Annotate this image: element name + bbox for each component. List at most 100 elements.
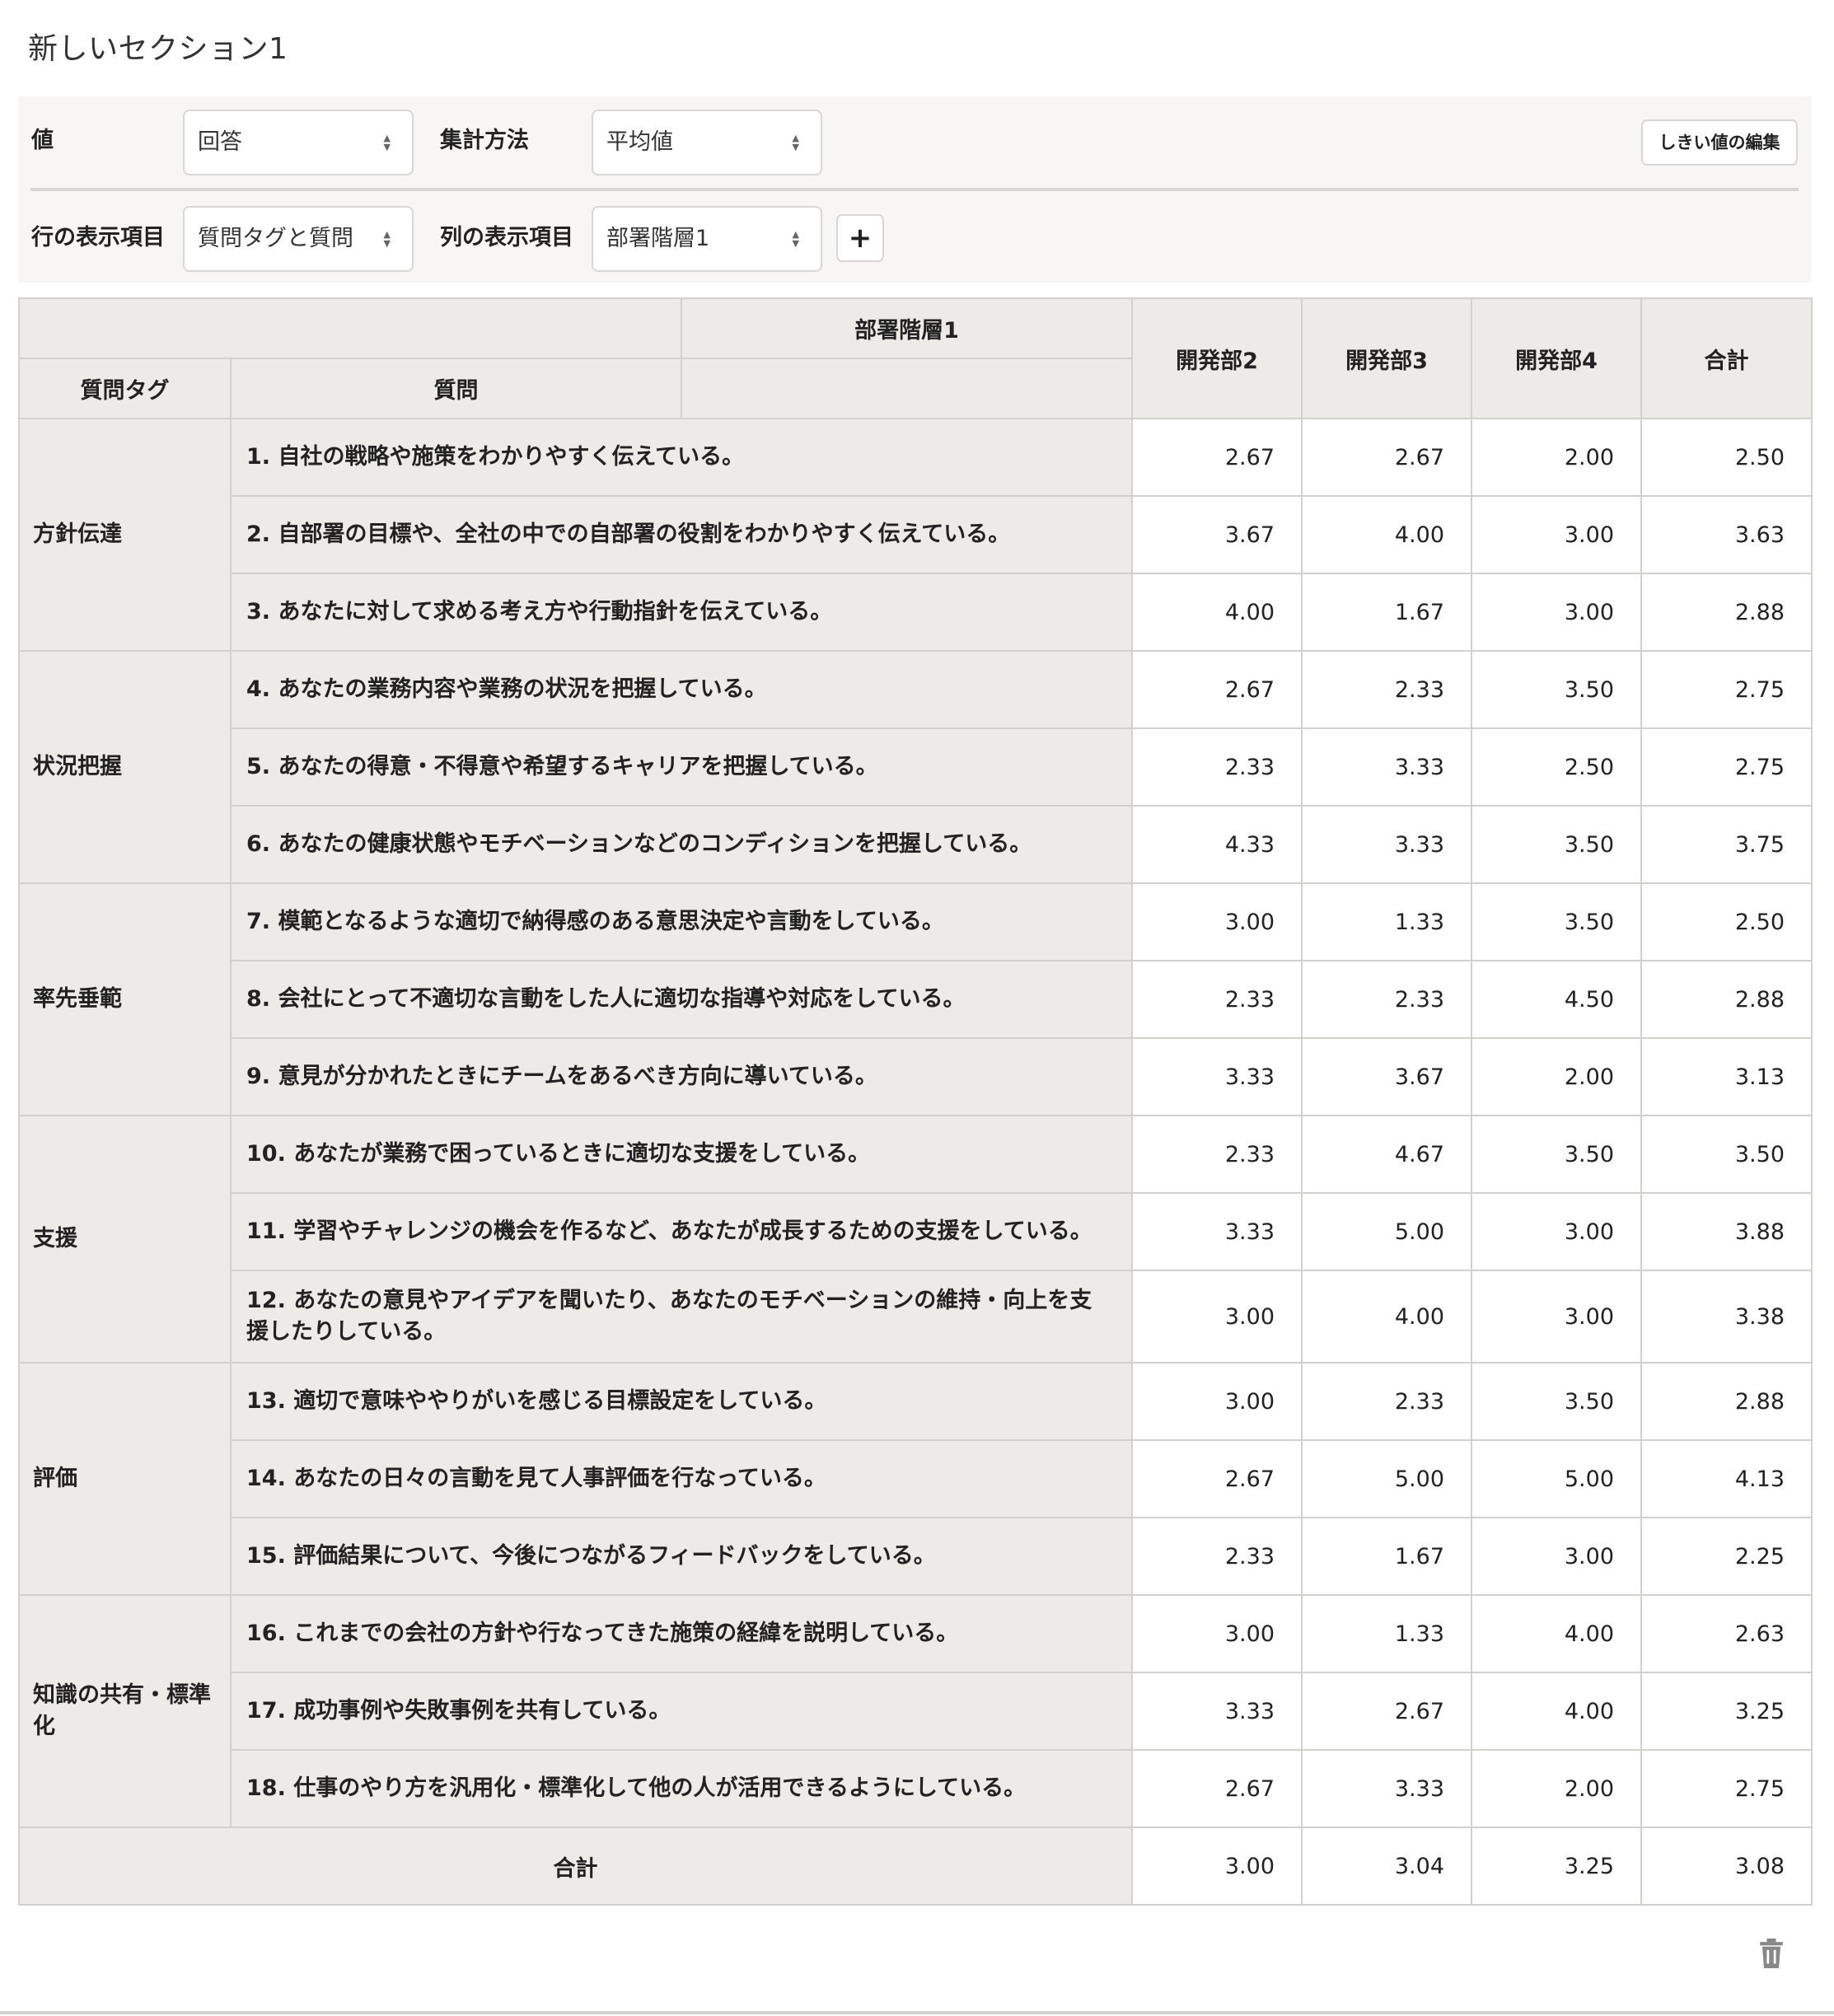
value-label: 値: [31, 128, 54, 153]
table-row: 6. あなたの健康状態やモチベーションなどのコンディションを把握している。 4.3…: [19, 805, 1813, 884]
value-cell: 4.00: [1471, 1672, 1642, 1751]
column-items-label: 列の表示項目: [440, 225, 573, 250]
table-row: 18. 仕事のやり方を汎用化・標準化して他の人が活用できるようにしている。 2.6…: [19, 1749, 1813, 1828]
value-cell: 3.50: [1471, 650, 1642, 729]
table-row: 14. あなたの日々の言動を見て人事評価を行なっている。 2.67 5.00 5.00…: [19, 1439, 1813, 1518]
value-cell: 1.67: [1301, 1517, 1472, 1596]
value-cell: 3.00: [1131, 1594, 1303, 1673]
value-cell: 2.33: [1131, 960, 1303, 1039]
bottom-divider: [0, 2011, 1834, 2014]
chevron-updown-icon: ▲ ▼: [383, 133, 391, 152]
value-cell: 2.33: [1301, 1362, 1472, 1441]
question-cell: 18. 仕事のやり方を汎用化・標準化して他の人が活用できるようにしている。: [230, 1749, 1133, 1828]
value-cell: 4.50: [1471, 960, 1642, 1039]
chevron-updown-icon: ▲ ▼: [383, 229, 391, 249]
column-header: 開発部2: [1131, 297, 1303, 419]
question-cell: 16. これまでの会社の方針や行なってきた施策の経緯を説明している。: [230, 1594, 1133, 1673]
row-items-label: 行の表示項目: [31, 225, 165, 250]
column-items-select[interactable]: 部署階層1 ▲ ▼: [592, 206, 822, 272]
value-cell: 2.75: [1640, 650, 1813, 729]
value-cell: 3.88: [1640, 1192, 1813, 1271]
value-cell: 1.33: [1301, 1594, 1472, 1673]
question-cell: 9. 意見が分かれたときにチームをあるべき方向に導いている。: [230, 1037, 1133, 1116]
value-cell: 2.33: [1131, 727, 1303, 807]
value-cell: 2.00: [1471, 1749, 1642, 1828]
aggregation-label: 集計方法: [440, 128, 529, 153]
value-cell: 4.33: [1131, 805, 1303, 884]
question-tag-cell: 支援: [18, 1115, 232, 1363]
value-cell: 2.50: [1640, 418, 1813, 497]
value-cell: 3.33: [1301, 805, 1472, 884]
value-cell: 2.88: [1640, 1362, 1813, 1441]
value-cell: 3.50: [1471, 882, 1642, 961]
column-header: 合計: [1640, 297, 1813, 419]
value-cell: 2.67: [1131, 1439, 1303, 1518]
value-cell: 2.33: [1131, 1115, 1303, 1194]
value-cell: 2.33: [1301, 650, 1472, 729]
add-column-button[interactable]: +: [836, 214, 884, 262]
value-cell: 1.33: [1301, 882, 1472, 961]
value-cell: 3.67: [1301, 1037, 1472, 1116]
value-cell: 3.33: [1131, 1672, 1303, 1751]
value-cell: 3.00: [1471, 495, 1642, 574]
edit-threshold-button[interactable]: しきい値の編集: [1641, 119, 1798, 166]
table-row: 12. あなたの意見やアイデアを聞いたり、あなたのモチベーションの維持・向上を支…: [19, 1270, 1813, 1363]
question-cell: 7. 模範となるような適切で納得感のある意思決定や言動をしている。: [230, 882, 1133, 961]
value-select-text: 回答: [198, 129, 242, 155]
row-items-select[interactable]: 質問タグと質問 ▲ ▼: [183, 206, 414, 272]
column-header: 開発部4: [1471, 297, 1642, 419]
column-items-select-text: 部署階層1: [606, 226, 710, 251]
value-cell: 4.00: [1131, 573, 1303, 652]
value-cell: 3.00: [1471, 1192, 1642, 1271]
value-cell: 2.33: [1131, 1517, 1303, 1596]
aggregation-select[interactable]: 平均値 ▲ ▼: [592, 110, 822, 175]
group-header: 部署階層1: [681, 297, 1133, 359]
total-value-cell: 3.25: [1471, 1827, 1642, 1906]
controls-divider: [30, 188, 1799, 191]
table-row: 8. 会社にとって不適切な言動をした人に適切な指導や対応をしている。 2.33 2.…: [19, 960, 1813, 1039]
value-cell: 3.50: [1640, 1115, 1813, 1194]
value-cell: 3.33: [1131, 1192, 1303, 1271]
question-tag-cell: 評価: [18, 1362, 232, 1596]
table-row: 2. 自部署の目標や、全社の中での自部署の役割をわかりやすく伝えている。 3.67…: [19, 495, 1813, 574]
value-select[interactable]: 回答 ▲ ▼: [183, 110, 414, 175]
question-cell: 5. あなたの得意・不得意や希望するキャリアを把握している。: [230, 727, 1133, 807]
value-cell: 2.75: [1640, 1749, 1813, 1828]
chevron-updown-icon: ▲ ▼: [792, 133, 799, 152]
value-cell: 2.00: [1471, 1037, 1642, 1116]
question-cell: 11. 学習やチャレンジの機会を作るなど、あなたが成長するための支援をしている。: [230, 1192, 1133, 1271]
value-cell: 4.00: [1471, 1594, 1642, 1673]
table-row: 3. あなたに対して求める考え方や行動指針を伝えている。 4.00 1.67 3.00…: [19, 573, 1813, 652]
question-cell: 14. あなたの日々の言動を見て人事評価を行なっている。: [230, 1439, 1133, 1518]
value-cell: 3.00: [1131, 1270, 1303, 1363]
value-cell: 3.00: [1131, 1362, 1303, 1441]
value-cell: 2.50: [1471, 727, 1642, 807]
value-cell: 2.25: [1640, 1517, 1813, 1596]
value-cell: 2.75: [1640, 727, 1813, 807]
row-items-select-text: 質問タグと質問: [198, 226, 353, 251]
value-cell: 4.67: [1301, 1115, 1472, 1194]
value-cell: 2.00: [1471, 418, 1642, 497]
value-cell: 1.67: [1301, 573, 1472, 652]
value-cell: 5.00: [1301, 1439, 1472, 1518]
value-cell: 3.00: [1471, 573, 1642, 652]
value-cell: 3.00: [1131, 882, 1303, 961]
question-cell: 1. 自社の戦略や施策をわかりやすく伝えている。: [230, 418, 1133, 497]
question-cell: 8. 会社にとって不適切な言動をした人に適切な指導や対応をしている。: [230, 960, 1133, 1039]
value-cell: 2.67: [1131, 650, 1303, 729]
question-tag-cell: 知識の共有・標準化: [18, 1594, 232, 1828]
total-row: 合計 3.00 3.04 3.25 3.08: [18, 1827, 1813, 1906]
header-empty-cell: [681, 358, 1133, 419]
trash-icon[interactable]: [1757, 1939, 1785, 1968]
value-cell: 3.50: [1471, 1362, 1642, 1441]
table-row: 11. 学習やチャレンジの機会を作るなど、あなたが成長するための支援をしている。…: [19, 1192, 1813, 1271]
value-cell: 2.88: [1640, 960, 1813, 1039]
question-cell: 15. 評価結果について、今後につながるフィードバックをしている。: [230, 1517, 1133, 1596]
question-tag-cell: 状況把握: [18, 650, 232, 884]
value-cell: 2.67: [1301, 418, 1472, 497]
total-value-cell: 3.08: [1640, 1827, 1813, 1906]
question-cell: 12. あなたの意見やアイデアを聞いたり、あなたのモチベーションの維持・向上を支…: [230, 1270, 1133, 1363]
question-tag-cell: 方針伝達: [18, 418, 232, 652]
question-header: 質問: [230, 358, 682, 419]
